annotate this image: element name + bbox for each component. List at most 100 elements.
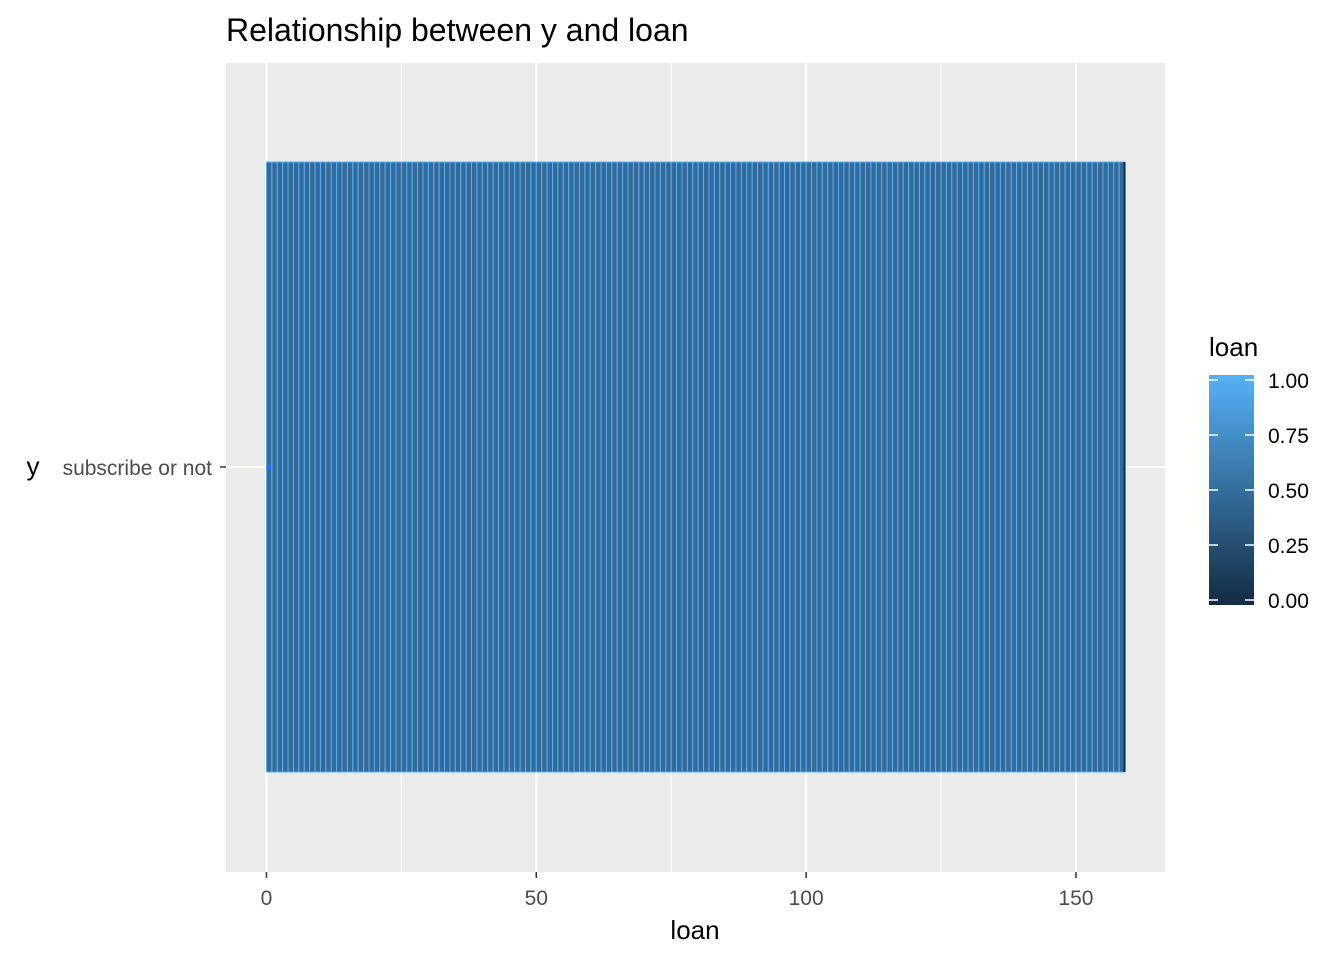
bar-segment [719,161,726,773]
bar-segment [422,161,429,773]
bar-segment [897,161,904,773]
bar-segment [309,161,316,773]
bar-segment [330,161,338,773]
bar-segment [665,161,672,773]
bar-segment [605,161,613,773]
bar-segment [654,161,661,773]
bar-segment [325,161,332,773]
bar-segment [508,161,516,773]
bar-segment [794,161,802,773]
bar-segment [859,161,866,773]
bar-segment [891,161,899,773]
bar-segment [816,161,823,773]
bar-segment [708,161,715,773]
bar-segment [589,161,597,773]
bar-segment [778,161,786,773]
bar-segment [568,161,575,773]
bar-segment [913,161,920,773]
bar-segment [498,161,505,773]
bar-segment [740,161,748,773]
bar-segment [292,161,300,773]
bar-segment [811,161,818,773]
bar-segment [632,161,640,773]
bar-segment [659,161,667,773]
bar-segment [276,161,284,773]
bar-segment [703,161,710,773]
bar-segment [573,161,580,773]
bar-segment [1097,161,1104,773]
bar-segment [438,161,446,773]
bar-segment [1059,161,1066,773]
x-axis-title: loan [670,915,719,945]
bar-segment [999,161,1007,773]
bar-segment [600,161,607,773]
bar-segment [908,161,915,773]
bar-segment [864,161,872,773]
bar-segment [271,161,278,773]
bar-segment [918,161,926,773]
bar-segment [390,161,397,773]
bar-segment [400,161,408,773]
bar-segment [956,161,964,773]
bar-segment [773,161,780,773]
bar-segment [967,161,974,773]
bar-segment [821,161,829,773]
x-axis-ticks: 0 50 100 150 [261,872,1093,910]
x-tick-label: 100 [789,887,824,910]
bar-segment [535,161,543,773]
bar-segment [584,161,591,773]
legend-tick-label: 0.25 [1268,535,1309,558]
bar-segment [341,161,348,773]
bar-segment [800,161,807,773]
bar-segment [735,161,742,773]
bar-segment [346,161,354,773]
bar-segment [427,161,435,773]
bar-segment [989,161,996,773]
bar-segment [611,161,618,773]
bar-segment [411,161,419,773]
bar-segment [643,161,651,773]
bar-segment [854,161,861,773]
legend-tick-label: 0.00 [1268,590,1309,613]
x-tick-label: 150 [1058,887,1093,910]
bar-segment [1064,161,1072,773]
bar-segment [541,161,548,773]
bar-segment [1005,161,1012,773]
bar-segment [314,161,321,773]
bar-segment [616,161,624,773]
bar-segment [352,161,359,773]
bar-segment [454,161,462,773]
bar-segment [686,161,694,773]
bar-segment [595,161,602,773]
bar-segment [460,161,467,773]
bar-segment [487,161,494,773]
bar-segment [1021,161,1028,773]
bar-segment [1016,161,1023,773]
legend-ticks: 0.00 0.25 0.50 0.75 1.00 [1209,370,1309,613]
bar-segment [935,161,942,773]
bar-segment [805,161,813,773]
bar-segment [357,161,365,773]
x-tick-label: 0 [261,887,273,910]
bar-segment [1043,161,1050,773]
bar-segment [282,161,289,773]
bar-segment [681,161,688,773]
bar-segment [983,161,991,773]
bar-segment [476,161,483,773]
bar-segment [395,161,402,773]
bar-segment [870,161,877,773]
bar-segment [676,161,683,773]
bar-segment [1086,161,1093,773]
bar-segment [287,161,294,773]
bar-segment [972,161,980,773]
bar-segment [551,161,559,773]
bar-segment [465,161,473,773]
x-tick-label: 50 [525,887,548,910]
bar-segment [649,161,656,773]
bar-segment [784,161,791,773]
legend-tick-label: 0.75 [1268,425,1309,448]
bar-segment [832,161,840,773]
bar-segment [373,161,381,773]
bar-segment [562,161,570,773]
bar-segment [1026,161,1034,773]
